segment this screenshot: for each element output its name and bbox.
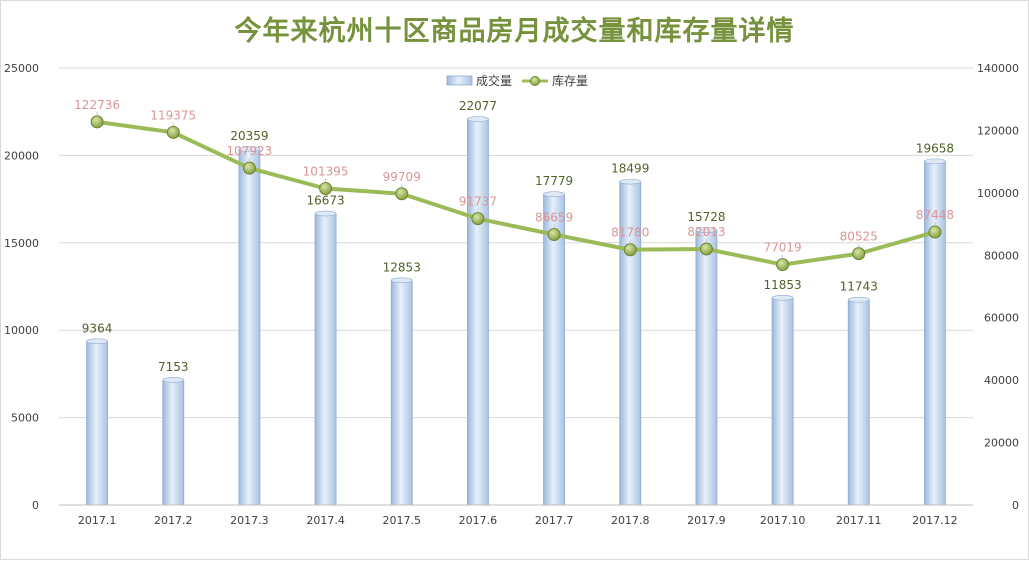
x-tick-label: 2017.4 xyxy=(306,514,345,527)
x-tick-label: 2017.3 xyxy=(230,514,269,527)
bar-cap xyxy=(86,338,108,345)
bar-cap xyxy=(543,191,565,198)
bar-data-label: 20359 xyxy=(230,129,268,143)
line-point xyxy=(852,247,866,261)
bar-cap xyxy=(619,178,642,185)
bar xyxy=(695,229,718,506)
x-tick-label: 2017.6 xyxy=(459,514,498,527)
line-point xyxy=(623,243,637,257)
bar-cap xyxy=(924,158,946,165)
legend-label-bar: 成交量 xyxy=(476,73,512,88)
line-data-label: 81780 xyxy=(611,226,649,240)
line-data-label: 87448 xyxy=(916,208,954,222)
bar xyxy=(467,118,489,506)
legend: 成交量 库存量 xyxy=(446,73,588,88)
line-series-inventory xyxy=(96,119,936,267)
x-tick-label: 2017.7 xyxy=(535,514,574,527)
line-point xyxy=(699,242,713,256)
y-left-tick-label: 20000 xyxy=(4,149,39,162)
x-tick-label: 2017.12 xyxy=(912,514,958,527)
bar-cap xyxy=(162,377,185,383)
bar-data-label: 12853 xyxy=(383,260,421,274)
legend-swatch-marker xyxy=(530,76,540,86)
bar-data-label: 11853 xyxy=(763,278,801,292)
bar-cap xyxy=(314,210,337,217)
line-data-label: 122736 xyxy=(74,98,120,112)
line-point xyxy=(776,258,790,272)
x-tick-label: 2017.2 xyxy=(154,514,193,527)
y-right-tick-label: 80000 xyxy=(984,249,1019,262)
bar-cap xyxy=(238,146,261,152)
bar xyxy=(86,340,108,506)
line-data-label: 101395 xyxy=(303,165,349,179)
bar-cap xyxy=(695,227,718,233)
bar xyxy=(162,379,185,506)
line-point xyxy=(242,161,256,175)
x-tick-label: 2017.10 xyxy=(760,514,806,527)
x-tick-label: 2017.11 xyxy=(836,514,882,527)
bar-data-label: 16673 xyxy=(306,194,344,208)
bar-data-label: 22077 xyxy=(459,99,497,113)
y-left-tick-label: 10000 xyxy=(4,324,39,337)
y-right-tick-label: 0 xyxy=(1012,499,1019,512)
line-data-label: 99709 xyxy=(383,170,421,184)
x-tick-label: 2017.5 xyxy=(383,514,422,527)
y-right-tick-label: 20000 xyxy=(984,437,1019,450)
line-data-label: 119375 xyxy=(150,108,196,122)
y-left-tick-label: 15000 xyxy=(4,237,39,250)
line-data-label: 86659 xyxy=(535,211,573,225)
x-tick-label: 2017.8 xyxy=(611,514,650,527)
y-right-tick-label: 60000 xyxy=(984,312,1019,325)
bar-data-label: 17779 xyxy=(535,174,573,188)
y-right-tick-label: 140000 xyxy=(977,62,1019,75)
bar-data-label: 18499 xyxy=(611,162,649,176)
bar-cap xyxy=(771,295,794,301)
bar xyxy=(390,279,413,506)
bar xyxy=(771,297,794,506)
bar-cap xyxy=(390,277,413,284)
x-tick-label: 2017.9 xyxy=(687,514,726,527)
y-left-tick-label: 25000 xyxy=(4,62,39,75)
chart-title: 今年来杭州十区商品房月成交量和库存量详情 xyxy=(234,16,795,47)
bar-data-label: 11743 xyxy=(840,280,878,294)
bar-data-label: 19658 xyxy=(916,141,954,155)
bar-cap xyxy=(467,116,489,122)
bar-data-label: 9364 xyxy=(82,321,113,335)
line-point xyxy=(928,225,942,239)
line-point xyxy=(471,212,485,226)
line-point xyxy=(395,187,409,201)
bar xyxy=(847,299,870,506)
line-point xyxy=(547,228,561,242)
line-data-label: 77019 xyxy=(763,241,801,255)
legend-swatch-bar xyxy=(446,75,473,86)
bar-data-label: 7153 xyxy=(158,360,189,374)
x-tick-label: 2017.1 xyxy=(78,514,117,527)
bar-cap xyxy=(847,296,870,303)
line-data-label: 80525 xyxy=(840,230,878,244)
y-left-tick-label: 0 xyxy=(32,499,39,512)
line-data-label: 82013 xyxy=(687,225,725,239)
y-right-tick-label: 100000 xyxy=(977,187,1019,200)
y-right-tick-label: 120000 xyxy=(977,124,1019,137)
line-data-label: 91737 xyxy=(459,195,497,209)
legend-label-line: 库存量 xyxy=(552,73,588,88)
line-point xyxy=(90,115,104,129)
line-point xyxy=(166,125,180,139)
y-left-tick-label: 5000 xyxy=(11,412,39,425)
bar xyxy=(238,148,261,506)
y-right-tick-label: 40000 xyxy=(984,374,1019,387)
bar xyxy=(314,213,337,506)
line-data-label: 107923 xyxy=(227,144,273,158)
bar-data-label: 15728 xyxy=(687,210,725,224)
